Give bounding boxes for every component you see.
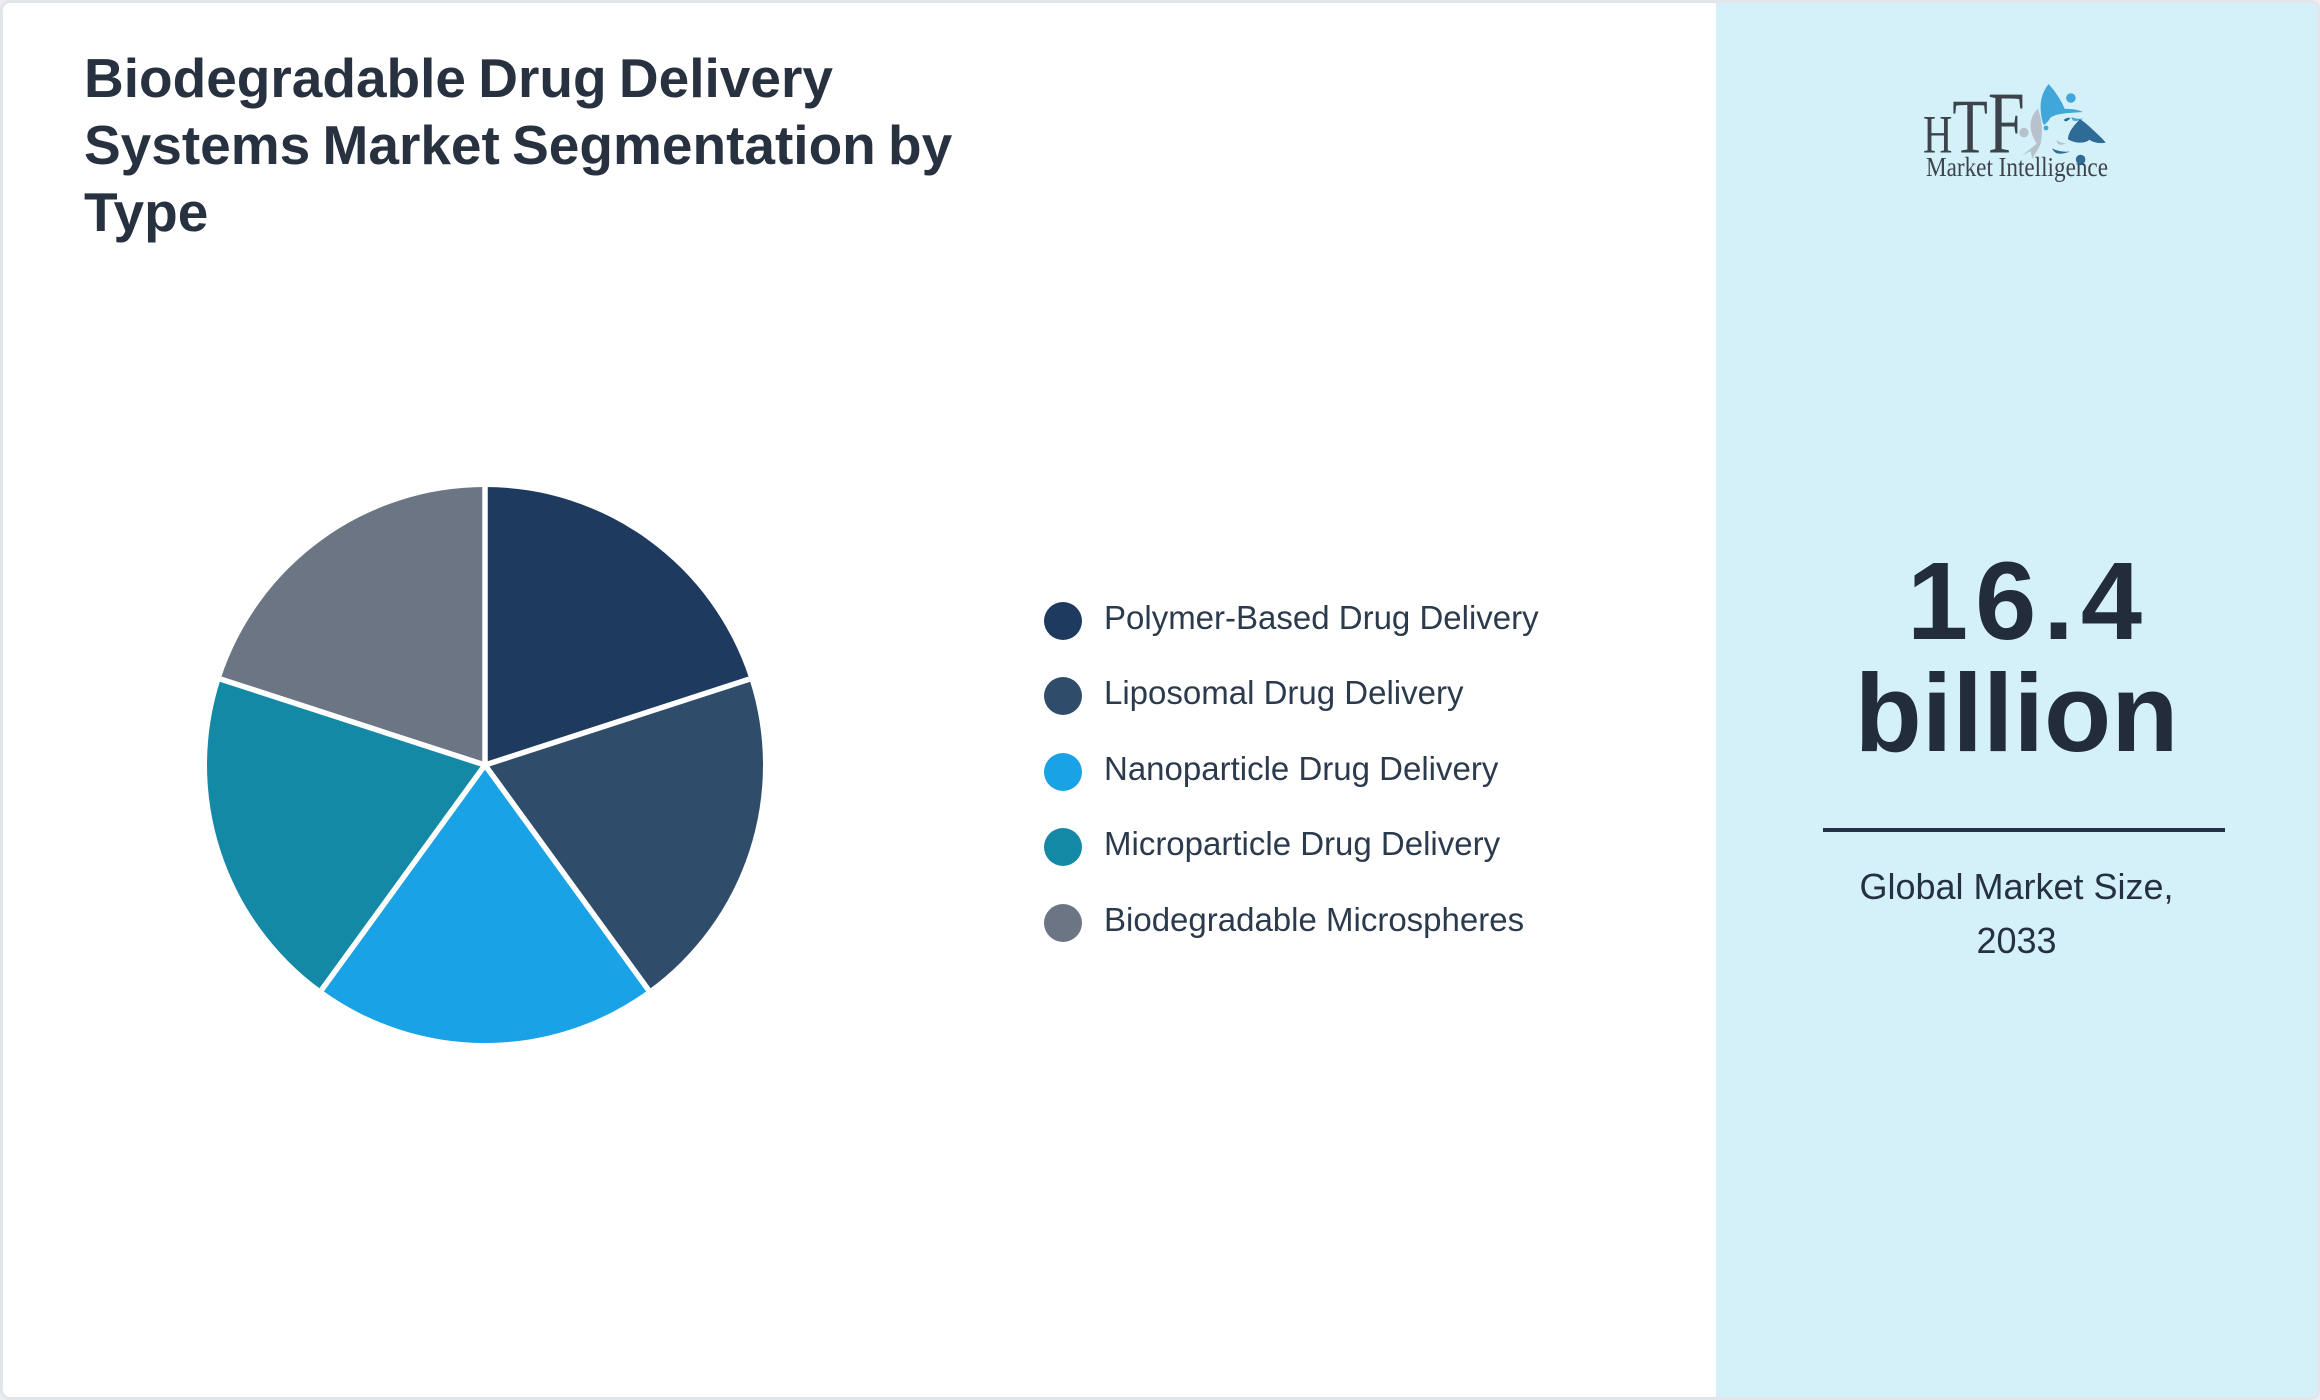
svg-text:HTF: HTF	[1923, 75, 2025, 172]
svg-text:Market Intelligence: Market Intelligence	[1926, 152, 2108, 182]
